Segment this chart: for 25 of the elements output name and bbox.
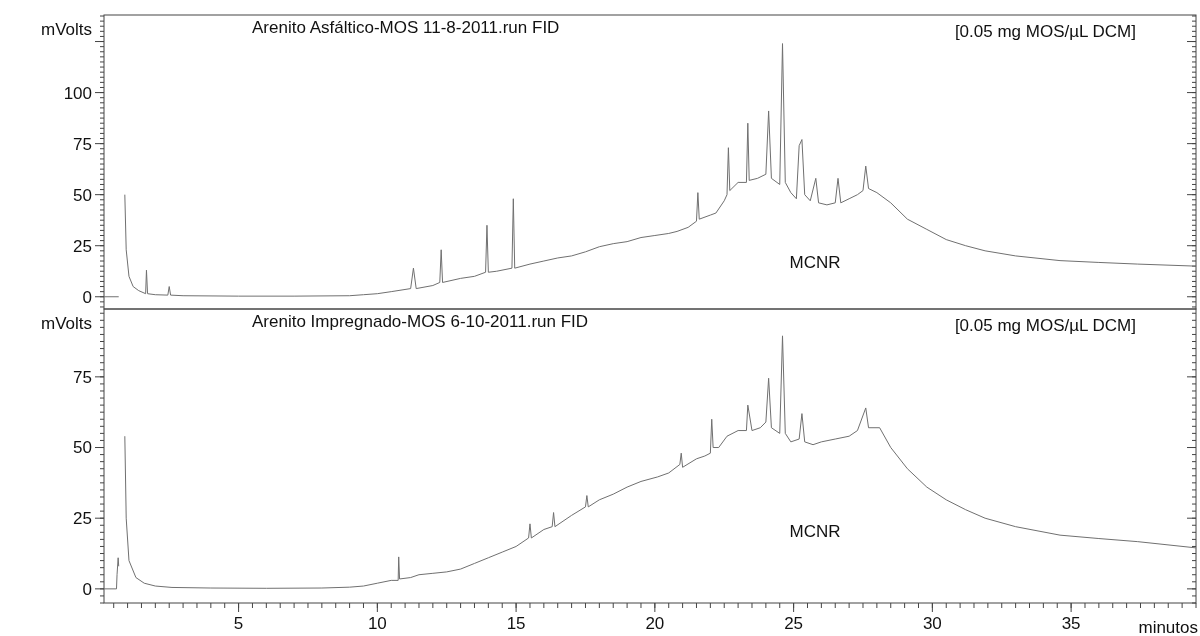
annotation: MCNR (789, 521, 841, 541)
x-tick-label: 35 (1061, 614, 1081, 633)
annotation: MCNR (789, 252, 841, 272)
y-tick-label: 50 (73, 185, 92, 205)
y-tick-label: 100 (63, 83, 92, 103)
chart-title: Arenito Impregnado-MOS 6-10-2011.run FID (252, 312, 589, 331)
x-axis-title: minutos (1138, 618, 1198, 636)
y-tick-label: 75 (73, 134, 92, 154)
y-axis-title: mVolts (40, 314, 92, 333)
x-tick-label: 15 (506, 614, 526, 633)
chart-title: Arenito Asfáltico-MOS 11-8-2011.run FID (252, 18, 560, 37)
y-tick-label: 25 (73, 236, 92, 256)
chart-subtitle: [0.05 mg MOS/µL DCM] (954, 22, 1136, 41)
y-tick-label: 0 (82, 287, 92, 307)
y-tick-label: 25 (73, 509, 92, 529)
x-tick-label: 5 (233, 614, 244, 633)
y-axis-title: mVolts (40, 20, 92, 39)
x-tick-label: 20 (645, 614, 665, 633)
y-tick-label: 75 (73, 367, 92, 387)
chart-subtitle: [0.05 mg MOS/µL DCM] (954, 316, 1136, 335)
x-tick-label: 30 (922, 614, 942, 633)
y-tick-label: 0 (82, 579, 92, 599)
x-tick-label: 10 (367, 614, 387, 633)
y-tick-label: 50 (73, 438, 92, 458)
x-tick-label: 25 (784, 614, 804, 633)
